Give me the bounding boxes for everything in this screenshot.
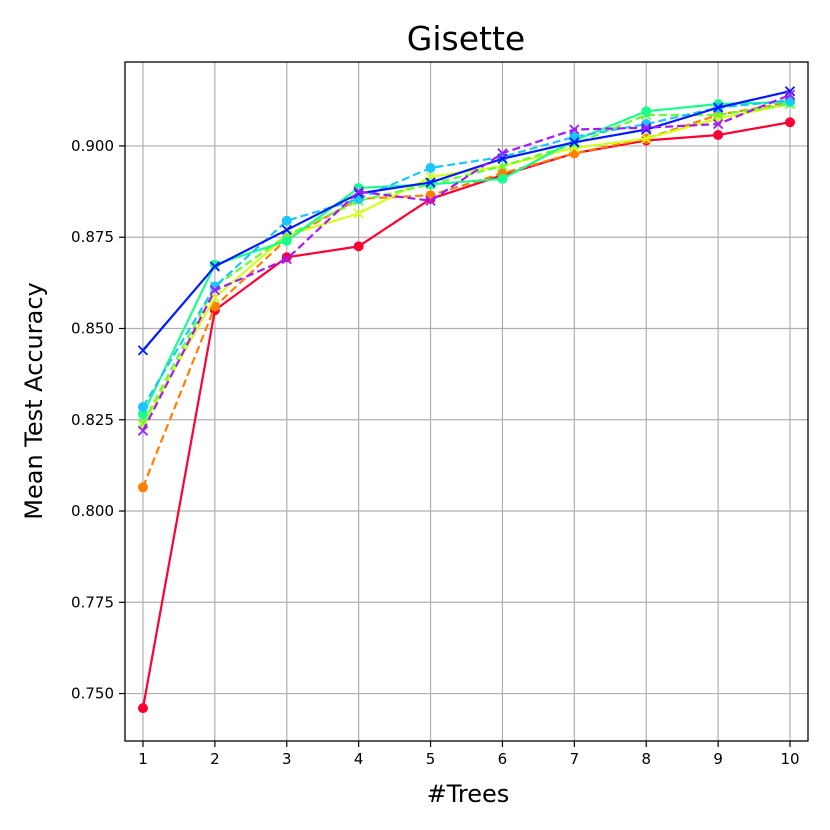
- data-point: [209, 285, 221, 296]
- series-line: [141, 101, 791, 415]
- series-4: [137, 98, 796, 429]
- y-tick-label: 0.900: [71, 137, 114, 155]
- data-point: [425, 195, 436, 206]
- series-3: [137, 98, 796, 431]
- data-point: [209, 259, 220, 270]
- series-lines: [137, 86, 796, 714]
- data-point: [712, 102, 724, 113]
- data-point: [281, 224, 292, 236]
- data-point: [281, 215, 292, 226]
- data-point: [425, 177, 436, 188]
- series-7: [137, 86, 796, 356]
- x-axis-title: #Trees: [427, 780, 510, 808]
- y-axis-title: Mean Test Accuracy: [20, 282, 48, 519]
- y-tick-label: 0.850: [71, 319, 114, 337]
- data-point: [497, 148, 508, 159]
- chart-title: Gisette: [407, 19, 525, 58]
- data-point: [353, 188, 364, 199]
- data-point: [713, 130, 724, 141]
- x-tick-label: 3: [282, 750, 292, 768]
- grid: [125, 62, 808, 741]
- series-line: [141, 101, 791, 488]
- x-tick-label: 10: [780, 750, 799, 768]
- x-tick-label: 8: [641, 750, 651, 768]
- data-point: [353, 241, 364, 252]
- data-point: [137, 401, 148, 412]
- x-tick-label: 7: [570, 750, 580, 768]
- x-tick-label: 6: [498, 750, 508, 768]
- y-tick-label: 0.875: [71, 228, 114, 246]
- data-point: [281, 235, 292, 246]
- data-point: [497, 173, 508, 184]
- data-point: [209, 261, 221, 272]
- data-point: [137, 482, 148, 493]
- series-1: [137, 117, 796, 714]
- data-point: [784, 86, 796, 97]
- plot-frame: [124, 61, 809, 742]
- x-tick-label: 4: [354, 750, 364, 768]
- data-point: [712, 109, 724, 121]
- data-point: [569, 137, 580, 148]
- data-point: [353, 186, 364, 197]
- data-point: [569, 124, 580, 135]
- series-line: [142, 99, 791, 408]
- y-tick-label: 0.825: [71, 411, 114, 429]
- data-point: [641, 133, 652, 144]
- data-point: [353, 208, 364, 219]
- y-tick-label: 0.775: [71, 593, 114, 611]
- x-tick-label: 5: [426, 750, 436, 768]
- y-tick-label: 0.800: [71, 502, 114, 520]
- x-tick-label: 2: [210, 750, 220, 768]
- series-line: [141, 121, 791, 709]
- y-axis-ticks: 0.750 0.775 0.800 0.825 0.850 0.875 0.900: [71, 137, 125, 703]
- series-line: [142, 90, 791, 352]
- data-point: [137, 703, 148, 714]
- series-line: [141, 93, 791, 432]
- data-point: [425, 162, 436, 173]
- data-point: [641, 106, 652, 117]
- data-point: [137, 409, 148, 420]
- series-8: [137, 89, 796, 436]
- x-tick-label: 1: [138, 750, 148, 768]
- data-point: [784, 89, 796, 100]
- series-6: [137, 95, 796, 412]
- x-tick-label: 9: [713, 750, 723, 768]
- y-tick-label: 0.750: [71, 685, 114, 703]
- data-point: [641, 122, 652, 133]
- data-point: [497, 160, 508, 172]
- data-point: [137, 425, 149, 436]
- data-point: [712, 118, 724, 130]
- data-point: [137, 345, 149, 356]
- x-axis-ticks: 1 2 3 4 5 6 7 8 9 10: [138, 741, 800, 768]
- data-point: [281, 253, 292, 265]
- data-point: [641, 124, 652, 135]
- series-line: [141, 102, 791, 424]
- data-point: [785, 117, 796, 128]
